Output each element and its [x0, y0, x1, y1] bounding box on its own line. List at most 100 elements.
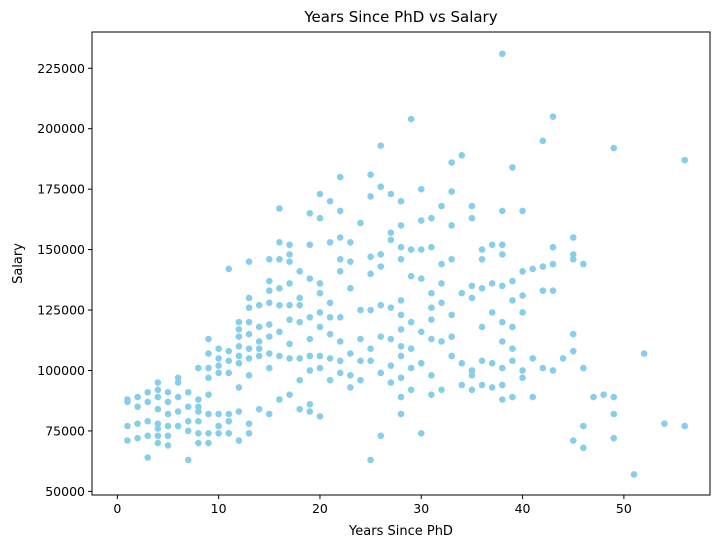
data-point [357, 219, 364, 227]
data-point [326, 299, 334, 307]
data-point [336, 268, 344, 275]
data-point [336, 173, 344, 181]
data-point [265, 287, 273, 294]
data-point [499, 364, 506, 372]
data-point [306, 367, 314, 374]
data-point [549, 367, 557, 374]
data-point [448, 311, 455, 319]
x-axis: 0 10 20 30 40 50 [113, 495, 632, 516]
data-point [276, 255, 283, 263]
data-point [488, 384, 496, 391]
data-point [124, 422, 131, 430]
data-point [144, 432, 152, 440]
data-point [438, 299, 445, 307]
data-point [326, 376, 334, 384]
data-point [569, 251, 577, 258]
data-point [458, 152, 466, 159]
data-point [195, 439, 202, 447]
x-tick-label: 20 [312, 501, 328, 516]
data-point [326, 330, 334, 338]
data-point [569, 347, 577, 355]
data-point [549, 243, 557, 251]
data-point [154, 425, 162, 432]
data-point [499, 318, 506, 326]
data-point [580, 422, 587, 430]
data-point [499, 207, 506, 215]
data-point [306, 313, 314, 321]
data-point [336, 313, 344, 321]
data-point [276, 205, 283, 212]
data-point [245, 430, 253, 437]
data-point [458, 359, 466, 367]
data-point [407, 246, 415, 253]
data-point [336, 338, 344, 345]
data-point [316, 289, 324, 297]
data-point [296, 301, 303, 309]
data-point [569, 437, 577, 444]
data-point [377, 142, 385, 149]
data-point [144, 398, 152, 406]
data-point [488, 359, 496, 367]
data-point [509, 297, 516, 304]
data-point [225, 357, 233, 365]
chart-title: Years Since PhD vs Salary [303, 8, 497, 26]
data-point [316, 413, 324, 420]
data-point [407, 272, 415, 280]
data-point [509, 393, 516, 401]
data-point [377, 251, 385, 258]
data-point [397, 326, 405, 333]
data-point [417, 359, 425, 367]
y-tick-label: 125000 [37, 303, 85, 318]
data-point [134, 420, 141, 427]
data-point [265, 277, 273, 285]
data-point [255, 345, 263, 353]
data-point [225, 347, 233, 355]
y-tick-label: 175000 [37, 182, 85, 197]
data-point [519, 309, 526, 316]
data-point [195, 403, 202, 411]
data-point [326, 197, 334, 205]
data-point [154, 386, 162, 394]
data-point [499, 282, 506, 290]
data-point [164, 410, 172, 418]
data-point [195, 417, 202, 425]
data-point [276, 396, 283, 403]
data-point [245, 372, 253, 379]
data-point [357, 335, 364, 343]
data-point [326, 239, 334, 246]
data-point [215, 430, 222, 437]
data-point [610, 144, 618, 152]
data-point [529, 393, 537, 401]
data-point [225, 369, 233, 377]
data-point [205, 364, 212, 372]
data-point [134, 403, 141, 411]
data-point [367, 456, 374, 464]
data-point [499, 241, 506, 249]
data-point [549, 287, 557, 294]
data-point [235, 408, 243, 415]
y-tick-label: 100000 [37, 363, 85, 378]
data-point [397, 343, 405, 350]
data-point [184, 456, 192, 464]
data-point [377, 333, 385, 340]
data-point [184, 417, 192, 425]
data-point [580, 260, 587, 268]
data-point [225, 417, 233, 425]
data-point [174, 408, 182, 415]
y-tick-label: 150000 [37, 242, 85, 257]
data-point [235, 326, 243, 333]
data-point [529, 355, 537, 362]
data-point [438, 338, 445, 345]
data-point [448, 352, 455, 360]
data-point [468, 372, 476, 379]
data-point [286, 301, 293, 309]
data-point [549, 113, 557, 120]
data-point [357, 306, 364, 314]
data-point [306, 408, 314, 415]
data-point [357, 376, 364, 384]
data-point [235, 437, 243, 444]
data-point [539, 263, 547, 270]
data-point [245, 330, 253, 338]
data-point [235, 343, 243, 350]
